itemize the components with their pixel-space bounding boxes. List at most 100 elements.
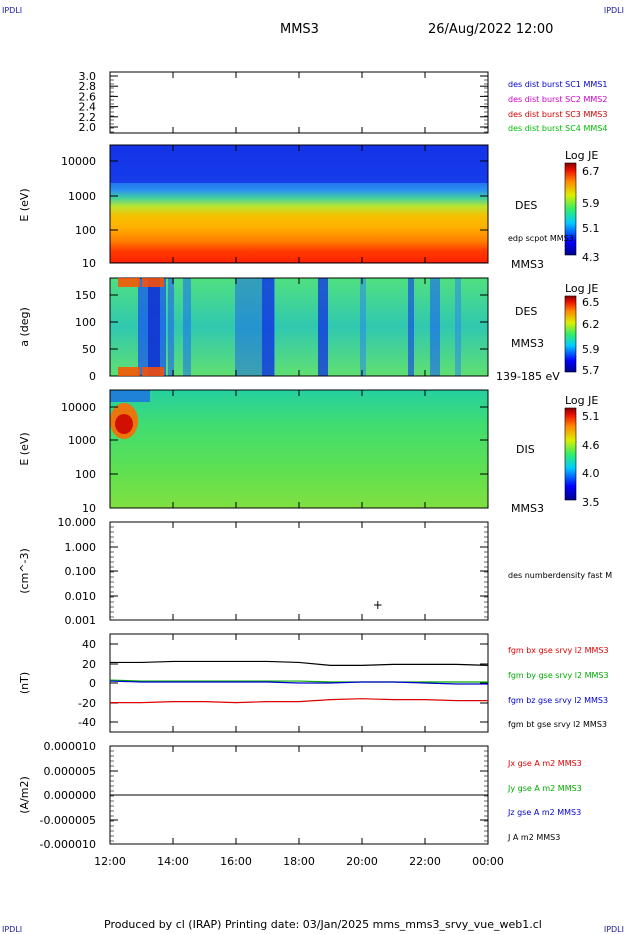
panel6-ytick: 20 xyxy=(82,658,96,671)
xtick-label: 14:00 xyxy=(157,855,189,868)
pitch-angle-stripe xyxy=(262,278,274,376)
panel7-ytick: 0.000000 xyxy=(44,789,97,802)
pitch-angle-hotspot xyxy=(118,367,140,376)
xtick-label: 22:00 xyxy=(409,855,441,868)
xtick-label: 00:00 xyxy=(472,855,504,868)
legend-mms4: des dist burst SC4 MMS4 xyxy=(508,124,607,133)
panel2-ylabel: E (eV) xyxy=(18,188,31,221)
panel4-ytick: 10000 xyxy=(61,401,96,414)
corner-label-br: IPDLI xyxy=(603,925,624,934)
legend-j: J A m2 MMS3 xyxy=(507,833,560,842)
legend-by: fgm by gse srvy l2 MMS3 xyxy=(508,671,609,680)
datetime-title: 26/Aug/2022 12:00 xyxy=(428,22,554,37)
pitch-angle-stripe xyxy=(360,278,366,376)
legend-bx: fgm bx gse srvy l2 MMS3 xyxy=(508,646,609,655)
pitch-angle-stripe xyxy=(430,278,440,376)
corner-label-bl: IPDLI xyxy=(2,925,23,934)
xtick-label: 12:00 xyxy=(94,855,126,868)
panel1-ytick: 2.2 xyxy=(79,111,97,124)
panel1-ytick: 3.0 xyxy=(79,70,97,83)
panel4-ytick: 10 xyxy=(82,502,96,515)
panel3-colorbar-tick: 5.7 xyxy=(582,364,600,377)
panel4-colorbar-tick: 5.1 xyxy=(582,410,600,423)
pitch-angle-stripe xyxy=(318,278,328,376)
field-line-bt xyxy=(110,660,489,666)
panel3-colorbar-tick: 5.9 xyxy=(582,343,600,356)
panel2-instrument: DES xyxy=(515,199,537,212)
pitch-angle-stripe xyxy=(148,278,160,376)
panel3-colorbar-tick: 6.2 xyxy=(582,318,600,331)
panel7-ytick: 0.000005 xyxy=(44,765,97,778)
panel6-ytick: -20 xyxy=(78,697,96,710)
panel4-colorbar xyxy=(564,407,577,501)
panel3-ylabel: a (deg) xyxy=(18,307,31,347)
corner-label-tr: IPDLI xyxy=(603,6,624,15)
panel1-ytick: 2.0 xyxy=(79,121,97,134)
panel3-ytick: 100 xyxy=(75,316,96,329)
panel7-ytick: -0.000005 xyxy=(40,814,96,827)
panel2-colorbar-tick: 6.7 xyxy=(582,165,600,178)
field-line-bx xyxy=(110,698,488,704)
legend-mms3: des dist burst SC3 MMS3 xyxy=(508,110,607,119)
panel1-ytick: 2.6 xyxy=(79,90,97,103)
panel3-colorbar-tick: 6.5 xyxy=(582,296,600,309)
corner-label-tl: IPDLI xyxy=(2,6,23,15)
panel4-spectrogram xyxy=(110,390,488,508)
panel2-ytick: 10 xyxy=(82,257,96,270)
density-point: + xyxy=(373,598,383,612)
panel4-instrument: DIS xyxy=(516,443,535,456)
panel1-ytick: 2.4 xyxy=(79,101,97,114)
panel5-ylabel: (cm^-3) xyxy=(18,548,31,594)
pitch-angle-stripe xyxy=(455,278,461,376)
panel2-colorbar-tick: 5.9 xyxy=(582,197,600,210)
pitch-angle-stripe xyxy=(168,278,174,376)
panel1-frame xyxy=(109,71,489,134)
panel4-ytick: 100 xyxy=(75,468,96,481)
panel6-ylabel: (nT) xyxy=(18,672,31,694)
panel5-ytick: 10.000 xyxy=(58,516,97,529)
xtick-label: 20:00 xyxy=(346,855,378,868)
panel3-colorbar-title: Log JE xyxy=(565,282,598,295)
panel3-instrument: DES xyxy=(515,305,537,318)
panel3-energy-range: 139-185 eV xyxy=(496,370,560,383)
panel6-ytick: -40 xyxy=(78,716,96,729)
panel5-ytick: 0.001 xyxy=(65,614,97,627)
panel4-ytick: 1000 xyxy=(68,434,96,447)
panel4-spacecraft: MMS3 xyxy=(511,502,544,515)
panel6-ytick: 40 xyxy=(82,638,96,651)
panel5-ytick: 1.000 xyxy=(65,541,97,554)
panel7-ytick: -0.000010 xyxy=(40,838,96,851)
panel7-ytick: 0.000010 xyxy=(44,740,97,753)
xtick-label: 16:00 xyxy=(220,855,252,868)
panel3-ytick: 50 xyxy=(82,343,96,356)
footer-credit: Produced by cl (IRAP) Printing date: 03/… xyxy=(104,918,542,931)
panel4-colorbar-tick: 3.5 xyxy=(582,496,600,509)
panel2-colorbar-tick: 4.3 xyxy=(582,251,600,264)
field-line-by xyxy=(109,679,488,683)
panel2-colorbar xyxy=(564,162,577,256)
panel2-scpot-label: edp scpot MMS3 xyxy=(508,234,574,243)
legend-bz: fgm bz gse srvy l2 MMS3 xyxy=(508,696,608,705)
panel4-colorbar-tick: 4.6 xyxy=(582,439,600,452)
spacecraft-title: MMS3 xyxy=(280,22,319,37)
panel2-spacecraft: MMS3 xyxy=(511,258,544,271)
panel5-ytick: 0.100 xyxy=(65,565,97,578)
xtick-label: 18:00 xyxy=(283,855,315,868)
legend-mms2: des dist burst SC2 MMS2 xyxy=(508,95,607,104)
field-line-bz xyxy=(109,680,488,685)
pitch-angle-hotspot xyxy=(142,278,164,287)
legend-jx: Jx gse A m2 MMS3 xyxy=(507,759,582,768)
panel5-frame xyxy=(109,521,489,621)
panel3-colorbar xyxy=(564,295,577,373)
pitch-angle-stripe xyxy=(183,278,191,376)
panel2-ytick: 10000 xyxy=(61,155,96,168)
panel5-ytick: 0.010 xyxy=(65,590,97,603)
legend-jy: Jy gse A m2 MMS3 xyxy=(507,784,582,793)
panel1-ytick: 2.8 xyxy=(79,80,97,93)
panel2-colorbar-title: Log JE xyxy=(565,149,598,162)
legend-bt: fgm bt gse srvy l2 MMS3 xyxy=(508,720,607,729)
legend-jz: Jz gse A m2 MMS3 xyxy=(507,808,581,817)
panel2-ytick: 1000 xyxy=(68,190,96,203)
panel3-ytick: 150 xyxy=(75,289,96,302)
